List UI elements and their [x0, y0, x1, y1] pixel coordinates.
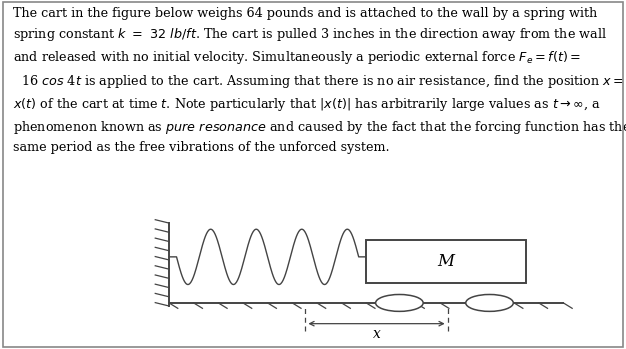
Text: The cart in the figure below weighs 64 pounds and is attached to the wall by a s: The cart in the figure below weighs 64 p…	[13, 7, 626, 154]
Text: M: M	[438, 253, 454, 270]
Ellipse shape	[466, 295, 513, 311]
Ellipse shape	[376, 295, 423, 311]
Bar	[366, 240, 526, 283]
Text: x: x	[372, 327, 381, 341]
